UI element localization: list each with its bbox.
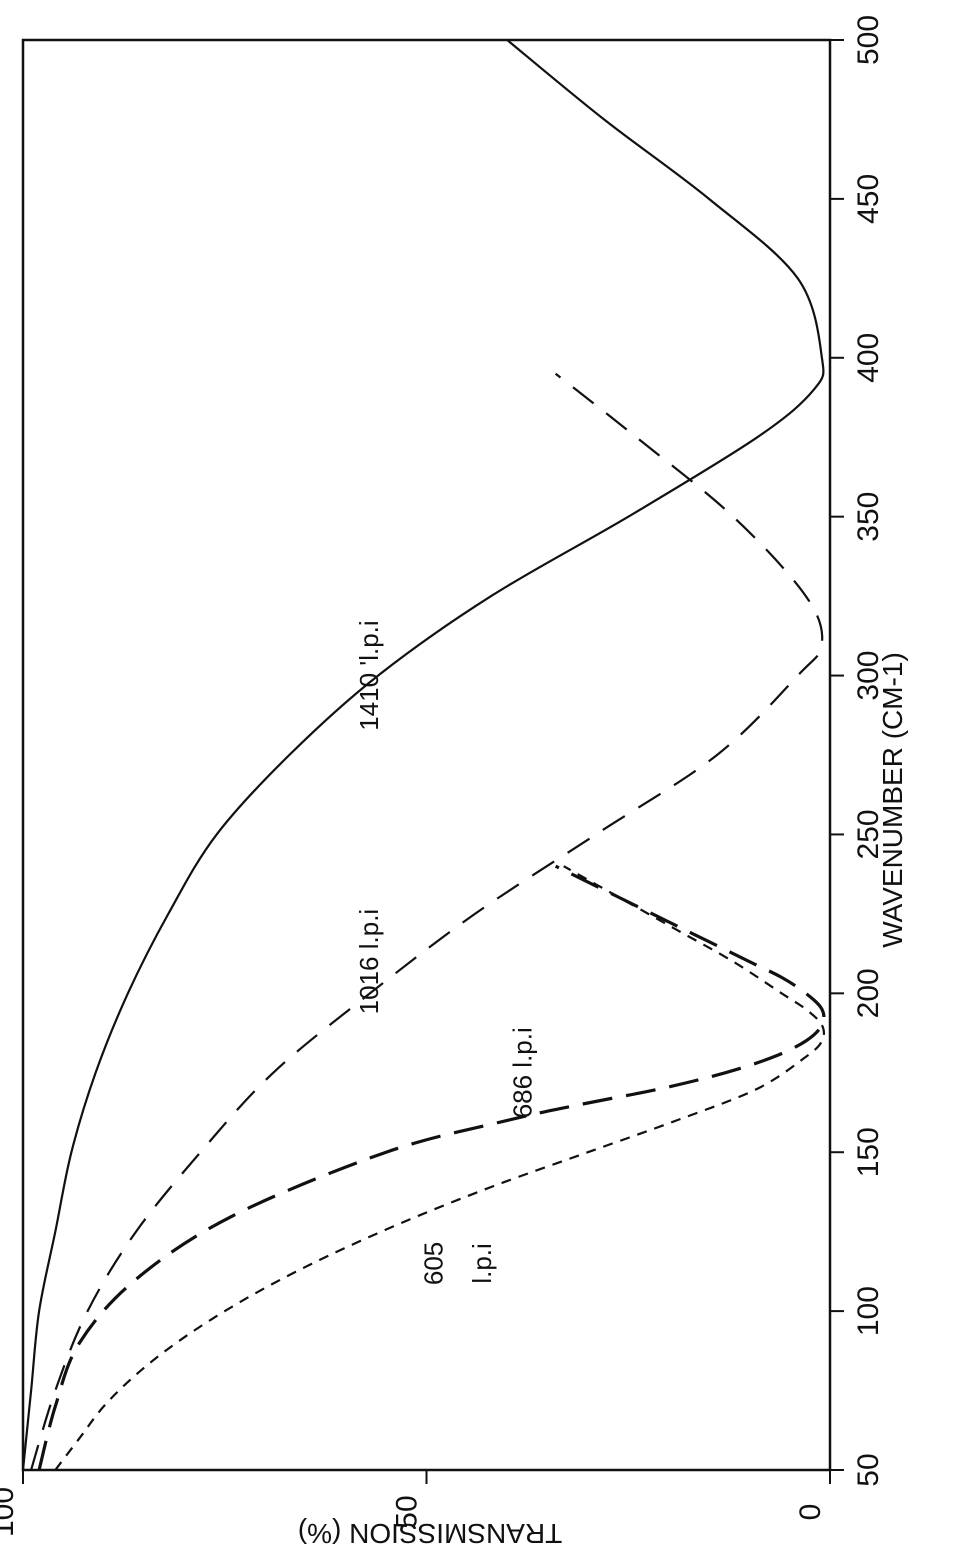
label-686: 686 l.p.i xyxy=(507,1027,537,1118)
series-line-686 xyxy=(37,864,826,1471)
y-tick-label: 50 xyxy=(391,1495,424,1528)
x-tick-label: 50 xyxy=(852,1453,885,1486)
y-tick-label: 100 xyxy=(0,1487,20,1537)
y-tick-label: 0 xyxy=(794,1504,827,1521)
label-1410: 1410 'l.p.i xyxy=(354,620,384,731)
label-605: 605 xyxy=(419,1242,449,1285)
label-1016: 1016 l.p.i xyxy=(354,909,384,1015)
series-line-1016 xyxy=(30,372,824,1471)
y-axis-title: TRANSMISSION (%) xyxy=(298,1518,562,1549)
x-tick-label: 150 xyxy=(852,1127,885,1177)
series-line-1410 xyxy=(21,39,825,1471)
x-tick-label: 400 xyxy=(852,333,885,383)
x-tick-label: 200 xyxy=(852,968,885,1018)
x-tick-label: 250 xyxy=(852,809,885,859)
x-tick-label: 450 xyxy=(852,174,885,224)
label-605-lpi: l.p.i xyxy=(467,1243,497,1283)
x-tick-label: 350 xyxy=(852,492,885,542)
x-tick-label: 500 xyxy=(852,15,885,65)
x-axis-title: WAVENUMBER (CM-1) xyxy=(877,652,908,948)
x-tick-label: 100 xyxy=(852,1286,885,1336)
series-line-605 xyxy=(54,865,826,1471)
x-tick-label: 300 xyxy=(852,651,885,701)
